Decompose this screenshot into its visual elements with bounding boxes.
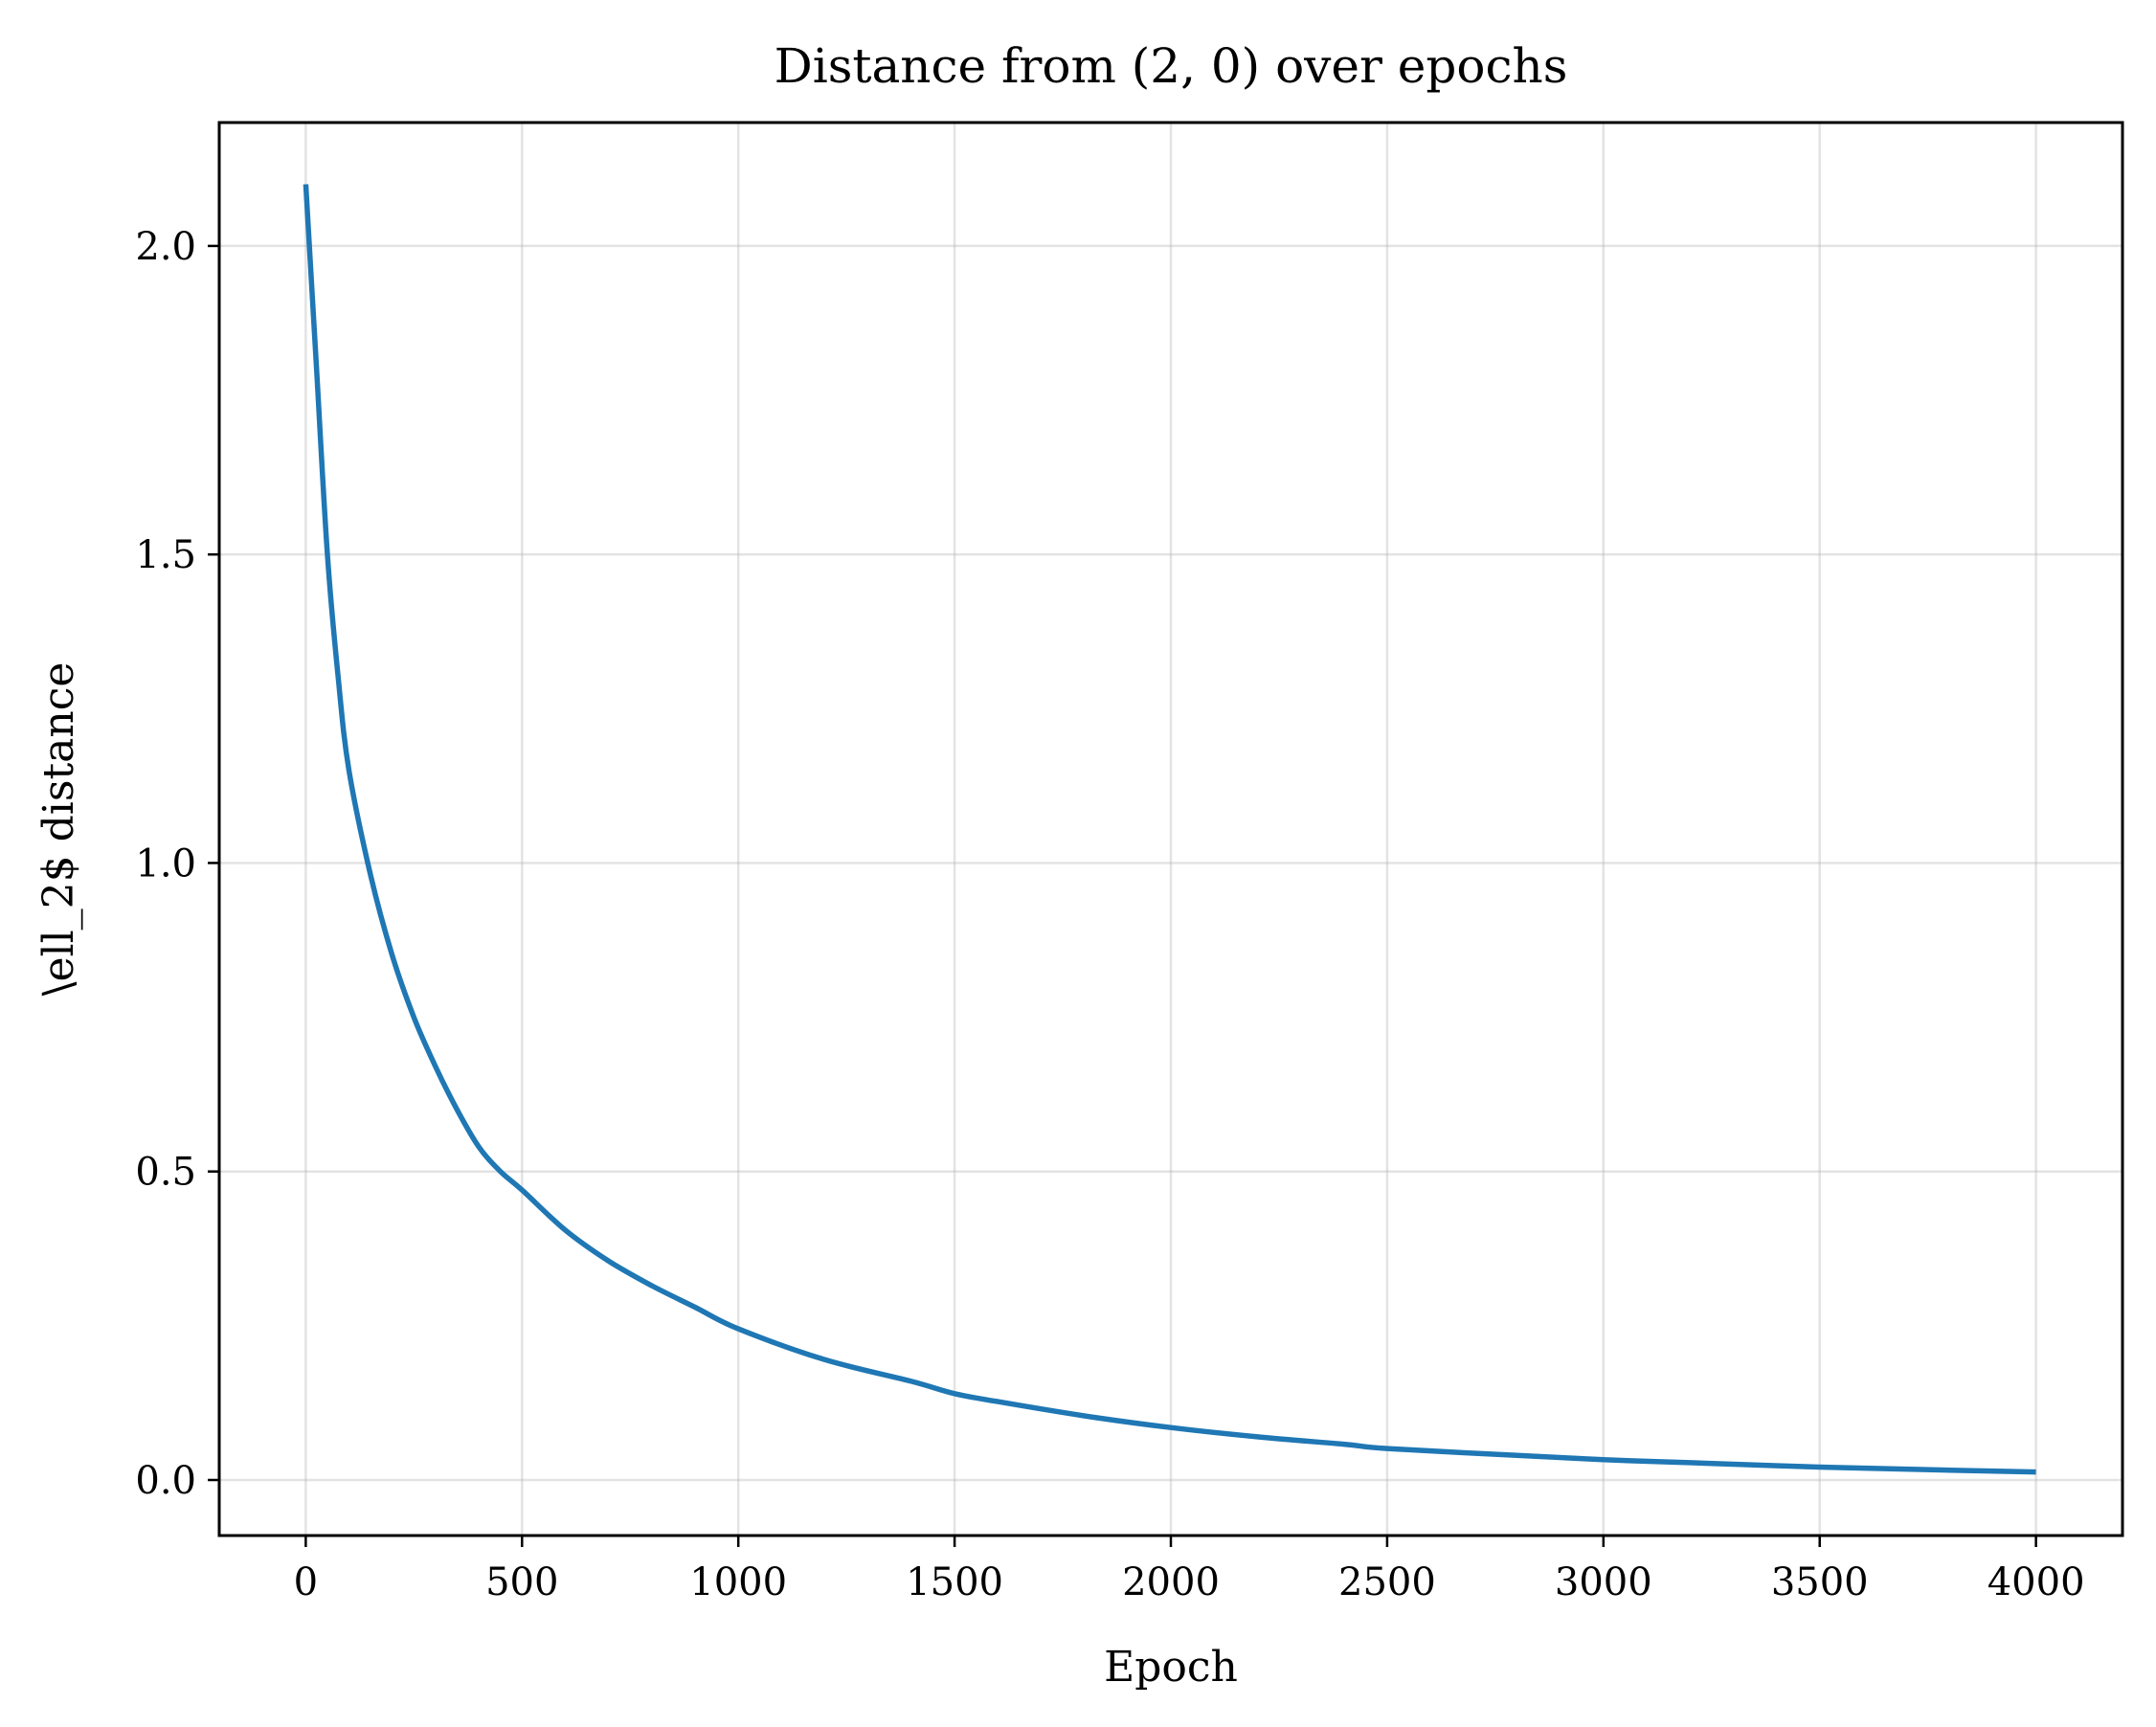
x-tick-label: 3500 bbox=[1771, 1560, 1869, 1604]
chart-title: Distance from (2, 0) over epochs bbox=[775, 38, 1568, 94]
y-tick-label: 0.0 bbox=[135, 1459, 196, 1503]
y-tick-label: 2.0 bbox=[135, 225, 196, 269]
x-axis: 0 500 1000 1500 2000 2500 3000 3500 4000 bbox=[294, 1536, 2085, 1604]
x-tick-label: 1500 bbox=[906, 1560, 1003, 1604]
y-tick-label: 1.0 bbox=[135, 841, 196, 886]
x-tick-label: 2000 bbox=[1122, 1560, 1220, 1604]
x-tick-label: 3000 bbox=[1555, 1560, 1652, 1604]
y-axis-label: \ell_2$ distance bbox=[34, 662, 83, 997]
x-tick-label: 1000 bbox=[689, 1560, 787, 1604]
y-axis: 0.0 0.5 1.0 1.5 2.0 bbox=[135, 225, 219, 1503]
x-tick-label: 2500 bbox=[1338, 1560, 1436, 1604]
x-tick-label: 500 bbox=[485, 1560, 558, 1604]
y-tick-label: 1.5 bbox=[135, 533, 196, 577]
x-tick-label: 4000 bbox=[1988, 1560, 2085, 1604]
y-tick-label: 0.5 bbox=[135, 1151, 196, 1195]
grid-lines bbox=[219, 123, 2122, 1536]
series-line bbox=[303, 184, 2036, 1475]
x-axis-label: Epoch bbox=[1104, 1643, 1238, 1692]
x-tick-label: 0 bbox=[294, 1560, 318, 1604]
